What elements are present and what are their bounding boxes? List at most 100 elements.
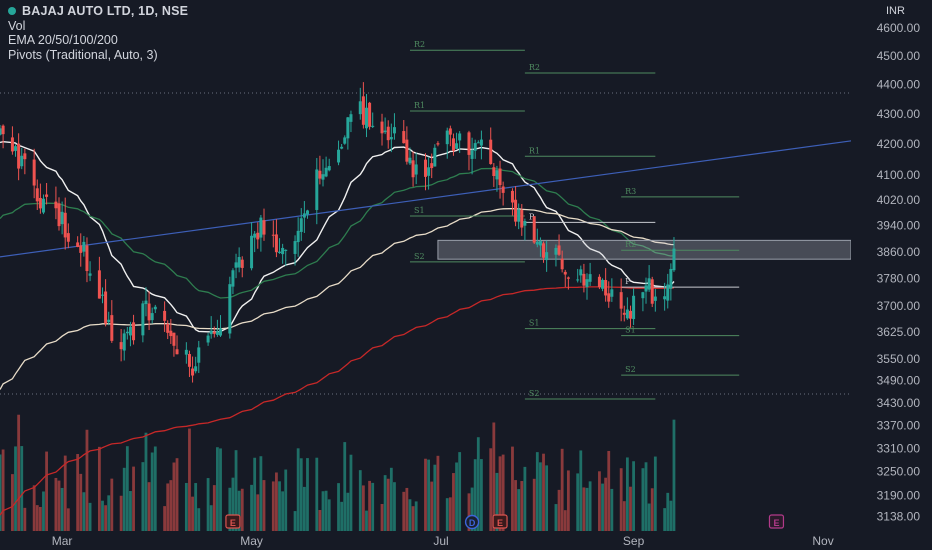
- indicator-pivots[interactable]: Pivots (Traditional, Auto, 3): [8, 47, 158, 62]
- candle-body: [445, 130, 449, 145]
- candle-body: [119, 342, 123, 350]
- ema-200-line[interactable]: [0, 286, 675, 516]
- candle-body: [327, 166, 331, 171]
- volume-bar: [653, 456, 657, 531]
- ema-50-line[interactable]: [0, 167, 675, 299]
- candle-body: [274, 234, 278, 253]
- volume-bar: [604, 477, 608, 531]
- trend-line[interactable]: [0, 134, 895, 258]
- candle-body: [340, 146, 344, 149]
- candle-body: [228, 284, 232, 334]
- symbol-row[interactable]: BAJAJ AUTO LTD, 1D, NSE: [8, 4, 188, 19]
- volume-bar: [669, 500, 673, 531]
- volume-bar: [501, 454, 505, 531]
- pivot-label-s2: S2: [414, 252, 425, 261]
- volume-bar: [101, 500, 104, 531]
- candle-body: [628, 310, 632, 319]
- marker-label: E: [773, 518, 779, 528]
- volume-bar: [188, 428, 191, 531]
- volume-bar: [585, 487, 589, 531]
- candle-body: [212, 331, 216, 334]
- volume-bar: [666, 492, 670, 531]
- price-axis[interactable]: [851, 0, 932, 550]
- candle-body: [607, 293, 611, 302]
- pivot-label-s1: S1: [625, 326, 636, 335]
- symbol-title: BAJAJ AUTO LTD, 1D, NSE: [22, 4, 189, 18]
- volume-bar: [368, 480, 371, 531]
- volume-bar: [147, 482, 151, 531]
- volume-bar: [324, 490, 328, 531]
- pivot-label-r1: R1: [414, 101, 425, 110]
- candle-body: [361, 96, 365, 125]
- candle-body: [458, 133, 462, 141]
- marker-label: E: [497, 518, 503, 528]
- candle-body: [632, 295, 636, 320]
- candle-body: [389, 137, 393, 140]
- marker-label: D: [469, 518, 476, 528]
- volume-bar: [11, 474, 14, 531]
- volume-bar: [458, 452, 462, 531]
- volume-bar: [554, 504, 558, 531]
- volume-bar: [32, 485, 36, 531]
- candle-body: [281, 247, 285, 255]
- candle-body: [625, 309, 629, 319]
- candle-body: [318, 170, 322, 179]
- time-axis[interactable]: [0, 532, 932, 550]
- volume-bar: [371, 482, 375, 531]
- volume-bar: [383, 475, 387, 531]
- volume-bar: [361, 485, 365, 531]
- candle-body: [563, 271, 567, 275]
- candle-body: [234, 262, 238, 268]
- ema-100-line[interactable]: [0, 207, 675, 390]
- indicator-vol[interactable]: Vol: [8, 18, 26, 33]
- candle-body: [510, 190, 514, 203]
- candle-body: [358, 101, 362, 115]
- candle-body: [66, 233, 70, 242]
- volume-bar: [452, 473, 455, 531]
- indicator-ema[interactable]: EMA 20/50/100/200: [8, 33, 118, 47]
- candle-body: [411, 160, 415, 178]
- volume-bar: [110, 478, 114, 531]
- candle-body: [153, 306, 157, 310]
- volume-bar: [144, 432, 148, 531]
- volume-bar: [0, 454, 2, 531]
- earnings-marker[interactable]: [225, 514, 241, 529]
- candle-body: [619, 292, 623, 309]
- volume-bar: [517, 489, 521, 531]
- volume-bar: [250, 484, 253, 531]
- volume-bar: [641, 468, 645, 531]
- candle-body: [184, 349, 188, 355]
- candle-body: [641, 292, 645, 299]
- ema-20-line[interactable]: [0, 140, 675, 333]
- candle-body: [343, 137, 347, 144]
- candle-body: [364, 107, 368, 129]
- candle-body: [172, 332, 176, 346]
- volume-bar: [358, 470, 362, 531]
- pivot-label-p: P: [529, 212, 535, 221]
- y-tick-label: 3190.00: [877, 488, 921, 502]
- volume-bar: [672, 419, 676, 531]
- candle-body: [346, 117, 350, 139]
- earnings-marker[interactable]: [768, 514, 785, 529]
- candle-body: [542, 243, 546, 258]
- earnings-marker[interactable]: [492, 514, 508, 529]
- candle-body: [604, 279, 608, 296]
- dividend-marker[interactable]: [464, 514, 480, 530]
- candle-body: [23, 153, 27, 160]
- candle-body: [169, 330, 173, 337]
- volume-bar: [622, 501, 626, 531]
- y-tick-label: 3430.00: [877, 396, 921, 410]
- candle-body: [82, 241, 86, 252]
- candle-body: [535, 241, 539, 245]
- candle-body: [54, 201, 58, 209]
- candle-body: [100, 294, 104, 296]
- volume-bar: [663, 508, 667, 531]
- candle-body: [110, 315, 114, 341]
- y-tick-label: 3310.00: [877, 441, 921, 455]
- candle-body: [566, 277, 570, 279]
- candle-body: [492, 167, 496, 177]
- candle-body: [405, 139, 409, 162]
- pivot-label-r3: R3: [625, 187, 636, 196]
- volume-bar: [473, 459, 477, 531]
